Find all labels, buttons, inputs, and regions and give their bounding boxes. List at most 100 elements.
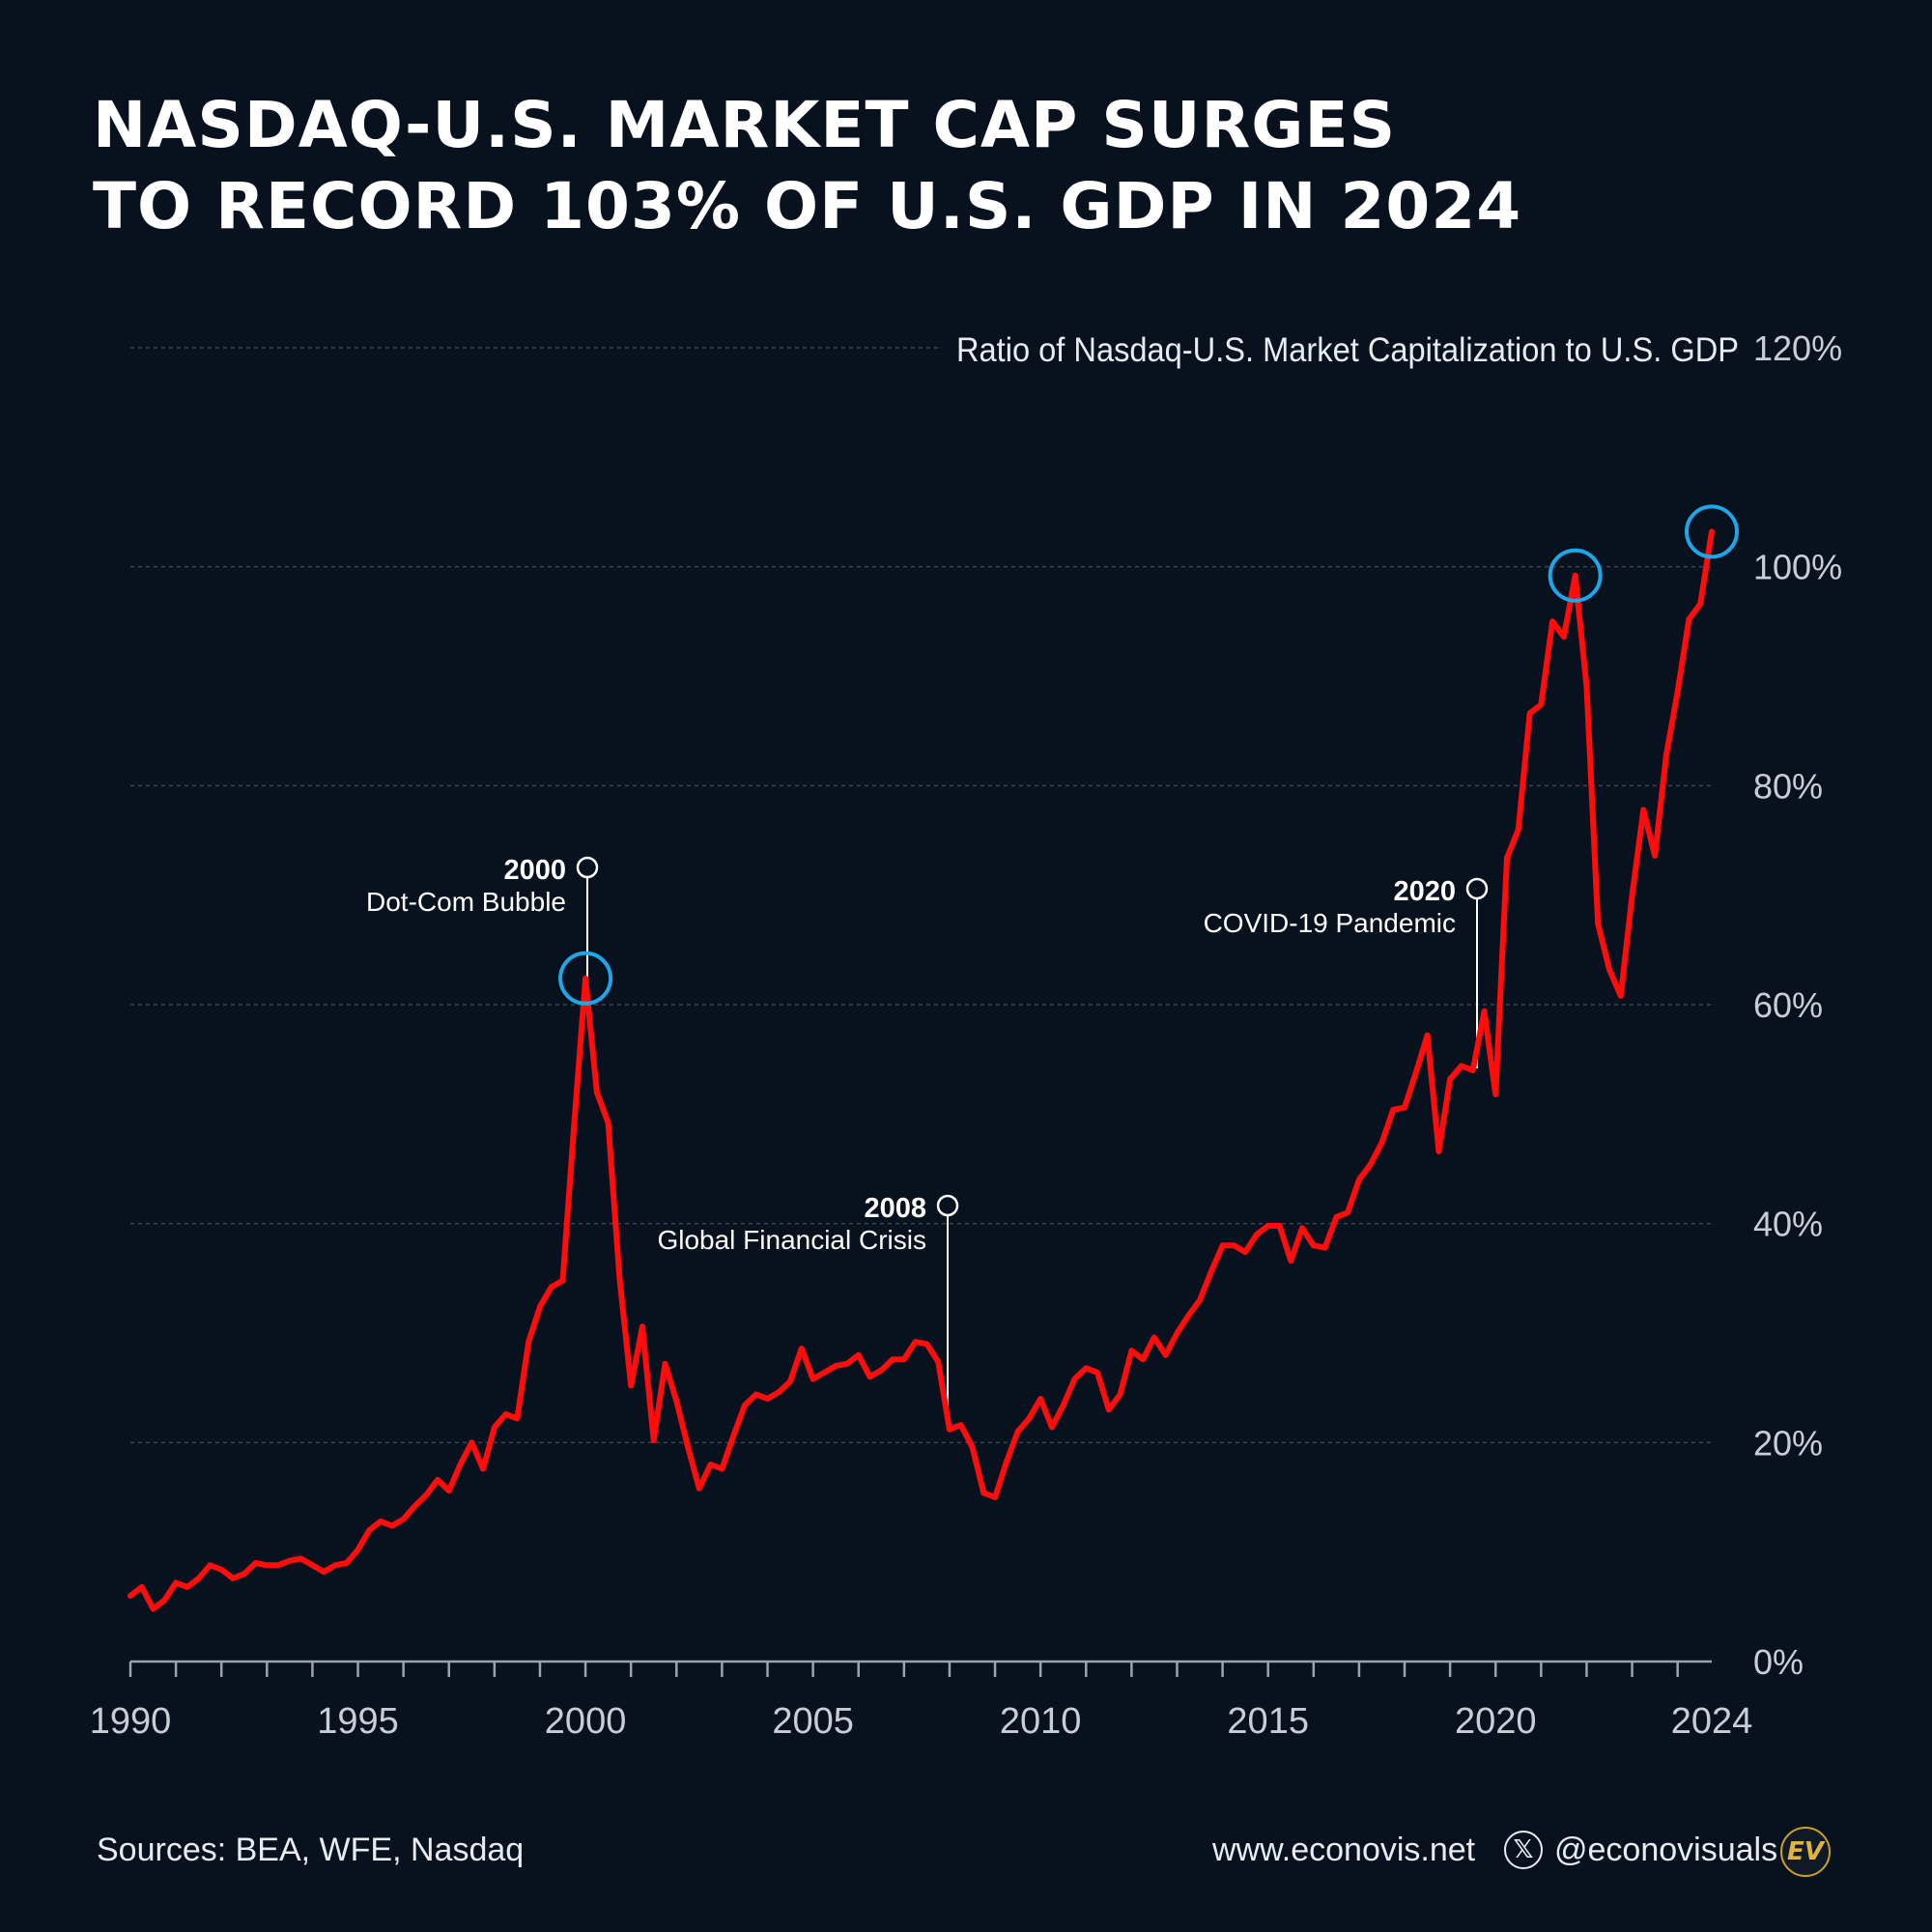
- data-point: [424, 1492, 429, 1497]
- data-point: [1322, 1245, 1327, 1250]
- data-point: [1027, 1416, 1032, 1421]
- y-tick-label: 0%: [1753, 1642, 1804, 1682]
- annotation-marker-2020: [1465, 877, 1489, 900]
- annotation-label-2020: COVID-19 Pandemic: [1204, 908, 1456, 938]
- data-point: [867, 1375, 872, 1379]
- x-tick-label: 1995: [317, 1701, 399, 1742]
- data-point: [1198, 1298, 1203, 1303]
- annotation-label-2000: Dot-Com Bubble: [366, 887, 566, 917]
- data-point: [1391, 1107, 1396, 1112]
- data-point: [1596, 922, 1601, 926]
- data-point: [1254, 1233, 1259, 1237]
- data-point: [1015, 1430, 1020, 1435]
- data-point: [1049, 1425, 1054, 1430]
- data-point: [901, 1357, 906, 1362]
- data-point: [1232, 1243, 1236, 1248]
- data-point: [1403, 1105, 1407, 1110]
- data-point: [1038, 1397, 1043, 1402]
- data-point: [1459, 1064, 1463, 1068]
- data-point: [1663, 753, 1668, 757]
- data-point: [298, 1556, 303, 1561]
- data-point: [1505, 856, 1510, 861]
- data-point: [1356, 1178, 1361, 1182]
- data-point: [1163, 1352, 1168, 1357]
- data-point: [879, 1368, 884, 1373]
- peak-highlight-circle: [1685, 504, 1739, 559]
- x-tick-label: 2005: [772, 1701, 854, 1742]
- data-point: [810, 1377, 815, 1381]
- data-point: [276, 1563, 281, 1568]
- data-point: [1175, 1331, 1179, 1336]
- social-handle[interactable]: 𝕏 @econovisuals: [1504, 1826, 1777, 1874]
- data-point: [742, 1403, 747, 1407]
- x-logo-icon: 𝕏: [1504, 1831, 1543, 1869]
- website-link[interactable]: www.econovis.net: [1212, 1832, 1476, 1868]
- data-point: [720, 1466, 724, 1471]
- x-tick-label: 2010: [1000, 1701, 1082, 1742]
- data-point: [696, 1486, 701, 1491]
- title-line-1: NASDAQ-U.S. MARKET CAP SURGES: [93, 88, 1397, 162]
- title-line-2: TO RECORD 103% OF U.S. GDP IN 2024: [93, 169, 1522, 243]
- peak-highlight-circle: [558, 951, 613, 1006]
- data-point: [639, 1324, 644, 1329]
- data-point: [777, 1390, 781, 1395]
- data-point: [993, 1495, 998, 1500]
- data-point: [379, 1519, 384, 1523]
- data-point: [1482, 1009, 1487, 1013]
- data-point: [924, 1342, 929, 1347]
- data-point: [1379, 1140, 1384, 1145]
- data-point: [435, 1477, 440, 1482]
- data-point: [1550, 619, 1555, 624]
- chart-title: NASDAQ-U.S. MARKET CAP SURGES TO RECORD …: [93, 85, 1542, 247]
- x-tick-label: 2020: [1455, 1701, 1537, 1742]
- data-point: [1346, 1210, 1350, 1215]
- data-point: [446, 1489, 451, 1493]
- data-point: [583, 976, 588, 980]
- data-point: [549, 1285, 554, 1290]
- x-tick-label: 2015: [1227, 1701, 1309, 1742]
- data-point: [355, 1548, 360, 1552]
- data-point: [492, 1425, 497, 1430]
- annotation-year-2008: 2008: [864, 1193, 926, 1224]
- data-point: [412, 1504, 417, 1509]
- data-point: [686, 1444, 691, 1449]
- data-point: [1141, 1357, 1146, 1362]
- data-point: [1653, 853, 1658, 858]
- data-point: [1289, 1259, 1293, 1264]
- data-point: [1300, 1226, 1305, 1231]
- data-point: [1561, 635, 1566, 639]
- data-point: [503, 1411, 508, 1416]
- data-point: [560, 1278, 565, 1283]
- data-point: [526, 1340, 531, 1345]
- peak-highlight-circle: [1548, 548, 1603, 603]
- data-point: [572, 1122, 577, 1127]
- data-point: [1208, 1269, 1213, 1274]
- data-point: [458, 1463, 463, 1467]
- data-point: [617, 1276, 622, 1281]
- data-point: [401, 1517, 406, 1521]
- data-point: [265, 1563, 270, 1568]
- data-point: [1368, 1162, 1373, 1167]
- data-point: [1516, 827, 1520, 832]
- data-point: [219, 1567, 224, 1572]
- data-point: [332, 1563, 337, 1568]
- data-point: [731, 1434, 736, 1438]
- social-handle-text: @econovisuals: [1554, 1832, 1778, 1868]
- data-point: [594, 1090, 599, 1094]
- data-point: [834, 1364, 838, 1369]
- y-tick-label: 120%: [1753, 328, 1842, 368]
- data-point: [958, 1423, 963, 1428]
- data-point: [253, 1561, 258, 1566]
- data-point: [1641, 808, 1646, 812]
- chart-subtitle: Ratio of Nasdaq-U.S. Market Capitalizati…: [956, 331, 1739, 369]
- data-point: [537, 1304, 542, 1309]
- data-point: [606, 1121, 611, 1125]
- data-point: [481, 1466, 486, 1471]
- annotation-label-2008: Global Financial Crisis: [657, 1225, 926, 1255]
- y-tick-label: 100%: [1753, 548, 1842, 587]
- data-point: [1573, 573, 1577, 578]
- data-point: [947, 1427, 952, 1432]
- data-point: [469, 1440, 474, 1445]
- data-point: [765, 1397, 770, 1402]
- data-point: [822, 1370, 827, 1375]
